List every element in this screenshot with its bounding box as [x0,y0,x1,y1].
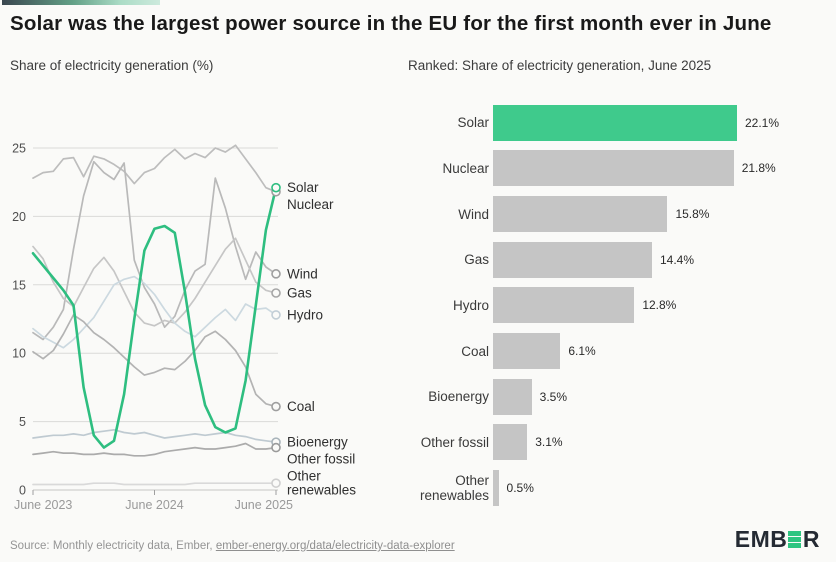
bar-category-label: Gas [464,252,489,268]
series-label-bioenergy: Bioenergy [287,435,348,450]
bar-track: 12.8% [493,287,836,324]
bar-value-label: 15.8% [675,207,710,222]
bar-track: 22.1% [493,104,836,141]
bar-value-label: 14.4% [659,252,695,267]
series-line-hydro [32,275,277,349]
bar-track: 3.1% [493,424,836,461]
series-label-coal: Coal [287,399,315,414]
series-label-other-fossil: Other fossil [287,452,355,467]
bar-row-bioenergy: Bioenergy 3.5% [408,378,836,415]
bar-category-label: Other renewables [419,472,489,504]
bar-row-wind: Wind 15.8% [408,196,836,233]
bar-chart: Solar 22.1% Nuclear 21.8% Wind 15.8% Gas 14.4% H… [408,95,836,515]
series-label-gas: Gas [287,286,312,301]
series-line-wind [32,160,277,341]
bar-value-label: 3.1% [535,435,563,450]
bar-chart-title: Ranked: Share of electricity generation,… [408,58,712,73]
bar-row-other-renewables: Other renewables 0.5% [408,470,836,507]
y-tick-label-0: 0 [19,484,26,498]
bar-category-label: Nuclear [442,160,489,176]
bar-value-label: 22.1% [745,115,780,130]
series-endpoint-wind [271,269,281,279]
series-label-hydro: Hydro [287,307,323,322]
bar-category-label: Other fossil [420,434,489,450]
bar-fill [493,470,499,507]
bar-fill [493,241,652,278]
series-line-coal [32,314,277,408]
y-tick-label-25: 25 [12,142,26,156]
series-endpoint-other-fossil [271,442,281,453]
bar-row-coal: Coal 6.1% [408,333,836,370]
bar-value-label: 12.8% [642,298,677,313]
series-endpoint-hydro [271,310,281,320]
bar-category-label: Bioenergy [428,389,489,405]
accent-bar [2,0,160,5]
series-label-nuclear: Nuclear [287,197,334,212]
bar-fill [493,333,561,370]
series-label-other-renewables: Other renewables [287,469,356,498]
bar-category-label: Hydro [452,297,489,313]
source-text: Source: Monthly electricity data, Ember, [10,540,216,552]
y-tick-label-15: 15 [12,278,26,292]
series-line-nuclear [32,144,277,193]
ember-logo: EMB R [735,528,820,551]
bar-track: 14.4% [493,241,836,278]
page-title: Solar was the largest power source in th… [10,12,772,35]
bar-row-solar: Solar 22.1% [408,104,836,141]
bar-row-gas: Gas 14.4% [408,241,836,278]
series-endpoint-gas [271,288,281,298]
series-endpoint-other-renewables [271,478,281,488]
bar-track: 6.1% [493,333,836,370]
logo-text-prefix: EMB [734,526,788,552]
line-chart-svg: 0 5 10 15 20 25 June 2023 June 2024 June 2025 Sol… [12,142,356,513]
logo-green-e-icon [788,531,802,548]
bar-row-hydro: Hydro 12.8% [408,287,836,324]
series-line-bioenergy [32,428,277,443]
bar-category-label: Coal [461,343,489,359]
bar-fill [493,196,668,233]
line-chart-title: Share of electricity generation (%) [10,58,214,73]
series-label-wind: Wind [287,266,318,281]
bar-fill [493,150,734,187]
y-tick-label-5: 5 [19,415,26,429]
line-chart: 0 5 10 15 20 25 June 2023 June 2024 June 2025 Sol… [0,95,400,515]
bar-track: 0.5% [493,470,836,507]
bar-track: 3.5% [493,378,836,415]
source-link[interactable]: ember-energy.org/data/electricity-data-e… [215,540,455,552]
bar-fill [493,424,528,461]
bar-fill [493,378,532,415]
bar-fill [493,104,737,141]
logo-text-suffix: R [802,526,820,552]
bar-track: 15.8% [493,196,836,233]
bar-row-nuclear: Nuclear 21.8% [408,150,836,187]
bar-category-label: Wind [458,206,489,222]
bar-category-label: Solar [457,115,489,131]
bar-value-label: 3.5% [539,389,567,404]
bar-value-label: 0.5% [506,481,534,496]
series-line-solar [31,186,278,449]
x-tick-label-0: June 2023 [14,498,72,512]
bar-track: 21.8% [493,150,836,187]
bar-row-other-fossil: Other fossil 3.1% [408,424,836,461]
x-tick-label-2: June 2025 [235,498,293,512]
source-note: Source: Monthly electricity data, Ember,… [10,540,455,552]
series-endpoint-solar [271,182,281,193]
series-line-other-fossil [32,442,277,457]
y-tick-label-20: 20 [12,210,26,224]
bar-value-label: 21.8% [741,161,776,176]
series-line-other-renewables [32,482,277,486]
bar-fill [493,287,635,324]
y-tick-label-10: 10 [12,347,26,361]
x-tick-label-1: June 2024 [125,498,183,512]
bar-value-label: 6.1% [568,344,596,359]
series-label-solar: Solar [287,180,319,195]
series-endpoint-coal [271,401,281,412]
